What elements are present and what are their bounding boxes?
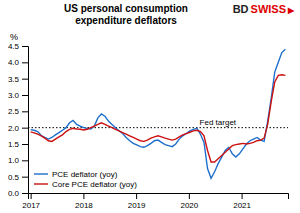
x-tick-label: 2017 <box>22 201 40 210</box>
reference-label: Fed target <box>200 118 237 127</box>
logo-text: SWISS <box>251 3 286 15</box>
y-tick-label: 4.0 <box>8 58 20 67</box>
y-tick-label: 2.0 <box>8 124 20 133</box>
y-tick-mark <box>22 193 28 194</box>
x-axis: 2017 2018 2019 2020 2021 <box>22 193 288 210</box>
logo-text: BD <box>233 3 249 15</box>
x-tick-mark <box>31 193 32 199</box>
y-tick-label: 3.0 <box>8 91 20 100</box>
y-tick-label: 2.5 <box>8 107 20 116</box>
y-tick-label: 0.0 <box>8 189 20 198</box>
title: US personal consumptionexpenditure defla… <box>64 3 188 26</box>
x-tick: 2020 <box>180 193 198 210</box>
y-tick: 1.5 <box>8 140 28 149</box>
x-tick-label: 2021 <box>233 201 251 210</box>
x-tick-mark <box>242 193 243 199</box>
x-axis-line <box>29 194 289 200</box>
title-line: US personal consumption <box>64 3 188 14</box>
x-tick-label: 2018 <box>75 201 93 210</box>
y-tick: 0.0 <box>8 189 28 198</box>
y-tick-mark <box>22 160 28 161</box>
legend-label: PCE deflator (yoy) <box>52 170 118 179</box>
x-tick: 2021 <box>233 193 251 210</box>
x-tick: 2017 <box>22 193 40 210</box>
legend-swatch <box>34 183 48 184</box>
x-tick-label: 2019 <box>128 201 146 210</box>
x-tick-label: 2020 <box>180 201 198 210</box>
y-tick: 2.0 <box>8 124 28 133</box>
y-tick: 4.0 <box>8 58 28 67</box>
y-tick: 1.0 <box>8 156 28 165</box>
marks <box>28 49 288 178</box>
chart-container: US personal consumptionexpenditure defla… <box>0 0 300 213</box>
y-tick-label: 0.5 <box>8 173 20 182</box>
series-line <box>31 75 286 162</box>
y-tick: 3.5 <box>8 75 28 84</box>
y-tick-label: 1.5 <box>8 140 20 149</box>
y-tick: 2.5 <box>8 107 28 116</box>
y-tick: 4.5 <box>8 42 28 51</box>
y-tick-label: 1.0 <box>8 156 20 165</box>
y-tick-mark <box>22 177 28 178</box>
x-tick: 2019 <box>128 193 146 210</box>
y-tick-mark <box>22 144 28 145</box>
y-tick-mark <box>22 111 28 112</box>
y-tick-label: 3.5 <box>8 75 20 84</box>
series-line <box>31 49 286 178</box>
y-tick-label: 4.5 <box>8 42 20 51</box>
chart-svg: US personal consumptionexpenditure defla… <box>0 0 300 213</box>
y-tick-mark <box>22 95 28 96</box>
plot-area: 2017 2018 2019 2020 2021 0.0 0.5 1.0 1.5 2.0 2.5 3.… <box>8 42 289 210</box>
x-tick-mark <box>189 193 190 199</box>
legend: PCE deflator (yoy)Core PCE deflator (yoy… <box>34 170 137 189</box>
x-tick: 2018 <box>75 193 93 210</box>
y-tick-mark <box>22 128 28 129</box>
y-axis: 0.0 0.5 1.0 1.5 2.0 2.5 3.0 3.5 4.0 4.5 <box>8 42 29 198</box>
y-tick-mark <box>22 46 28 47</box>
legend-label: Core PCE deflator (yoy) <box>52 180 137 189</box>
y-axis-label: % <box>10 32 18 42</box>
logo-text: ▶ <box>287 6 295 15</box>
y-tick: 3.0 <box>8 91 28 100</box>
x-tick-mark <box>83 193 84 199</box>
y-tick: 0.5 <box>8 173 28 182</box>
y-tick-mark <box>22 79 28 80</box>
y-tick-mark <box>22 62 28 63</box>
title-line: expenditure deflators <box>75 15 177 26</box>
legend-swatch <box>34 173 48 174</box>
x-tick-mark <box>136 193 137 199</box>
y-axis-line <box>22 47 29 194</box>
